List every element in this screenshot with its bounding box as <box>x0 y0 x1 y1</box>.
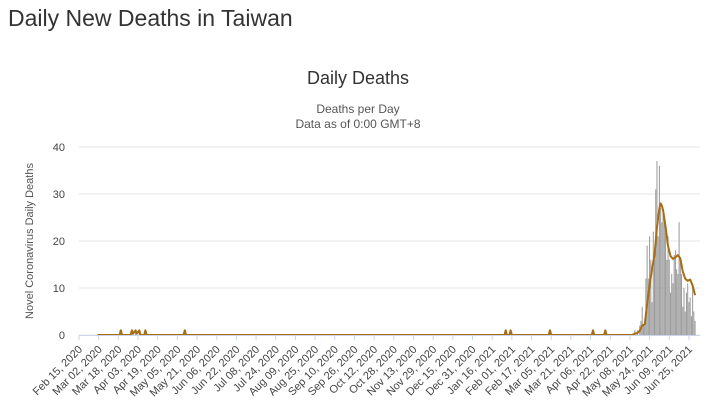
daily-death-bar <box>641 306 643 335</box>
daily-death-bar <box>672 283 674 335</box>
daily-death-bar <box>684 311 686 335</box>
daily-death-bar <box>666 259 668 335</box>
daily-death-bar <box>674 250 676 335</box>
y-tick-label: 20 <box>53 236 65 248</box>
grid-lines <box>79 146 700 336</box>
daily-death-bar <box>650 259 652 335</box>
y-axis-title: Novel Coronavirus Daily Deaths <box>24 163 36 319</box>
y-tick-label: 0 <box>59 330 65 342</box>
y-tick-label: 30 <box>53 189 65 201</box>
y-tick-label: 40 <box>53 142 65 154</box>
daily-death-bar <box>694 320 696 335</box>
daily-death-bar <box>651 302 653 335</box>
daily-death-bar <box>681 273 683 335</box>
daily-death-bar <box>683 288 685 335</box>
daily-death-bar <box>661 222 663 335</box>
page-title: Daily New Deaths in Taiwan <box>8 5 293 31</box>
daily-death-bar <box>692 283 694 335</box>
daily-death-bar <box>652 231 654 335</box>
daily-death-bar <box>647 278 649 335</box>
daily-death-bar <box>662 212 664 335</box>
daily-death-bar <box>646 245 648 335</box>
daily-death-bar <box>665 226 667 335</box>
daily-death-bar <box>654 259 655 335</box>
y-tick-label: 10 <box>53 283 65 295</box>
daily-death-bar <box>673 255 675 335</box>
daily-death-bar <box>687 283 689 335</box>
daily-death-bar <box>689 297 691 335</box>
chart-subtitle-line-1: Deaths per Day <box>316 102 399 116</box>
daily-death-bar <box>658 165 660 335</box>
moving-average-series <box>97 202 697 336</box>
daily-death-bar <box>655 189 657 335</box>
daily-death-bar <box>693 311 695 335</box>
chart-subtitle-line-2: Data as of 0:00 GMT+8 <box>295 117 420 131</box>
bar-series <box>120 161 696 335</box>
daily-death-bar <box>678 222 680 335</box>
daily-death-bar <box>677 273 679 335</box>
daily-death-bar <box>688 302 690 335</box>
daily-death-bar <box>667 236 669 335</box>
daily-death-bar <box>671 273 673 335</box>
daily-death-bar <box>669 292 671 335</box>
daily-death-bar <box>644 325 646 335</box>
daily-death-bar <box>663 222 665 335</box>
daily-death-bar <box>676 269 678 335</box>
daily-death-bar <box>679 259 681 335</box>
daily-death-bar <box>656 161 658 335</box>
daily-death-bar <box>660 208 662 335</box>
moving-average-line <box>97 202 697 336</box>
daily-death-bar <box>685 292 687 335</box>
daily-death-bar <box>642 325 644 335</box>
daily-death-bar <box>668 259 670 335</box>
daily-death-bar <box>690 316 692 335</box>
daily-death-bar <box>682 306 684 335</box>
daily-death-bar <box>657 236 659 335</box>
chart-title: Daily Deaths <box>307 68 409 88</box>
